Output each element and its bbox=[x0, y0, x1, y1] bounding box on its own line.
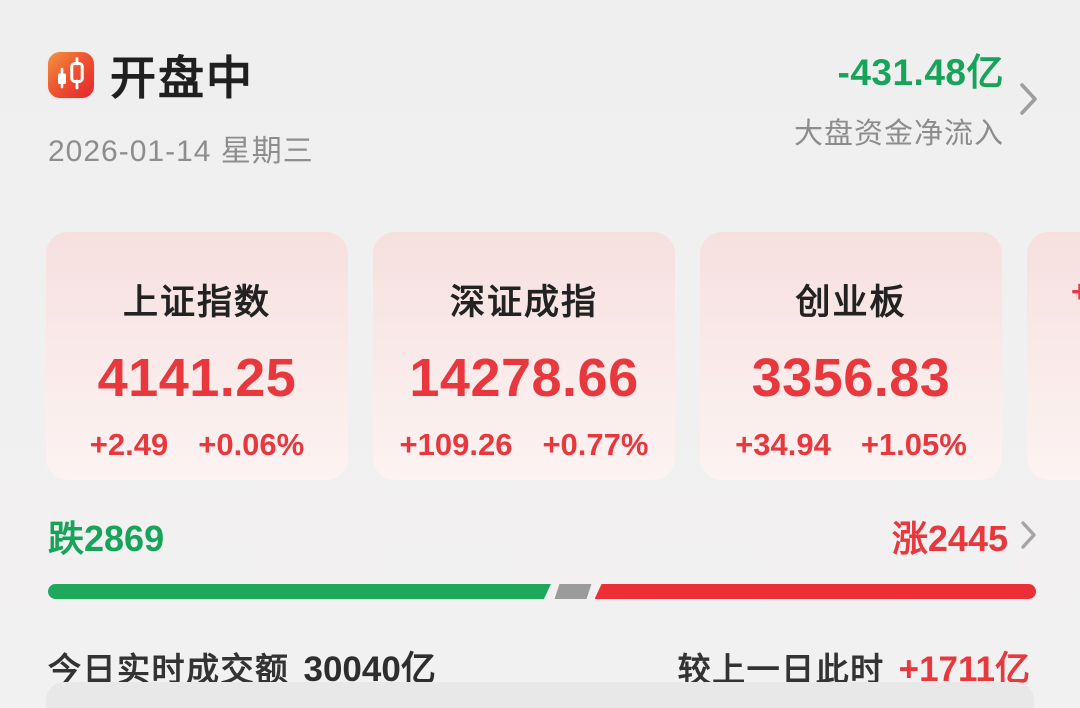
chevron-right-icon bbox=[1018, 80, 1040, 123]
date-text: 2026-01-14 星期三 bbox=[48, 135, 314, 168]
index-change: +109.26 bbox=[399, 427, 513, 462]
breadth-bar-advancers-segment bbox=[594, 584, 1037, 599]
header-left: 开盘中 2026-01-14 星期三 bbox=[48, 42, 314, 170]
index-change-pct: +1.05% bbox=[860, 427, 967, 462]
index-change-row: +109.26 +0.77% bbox=[373, 427, 675, 463]
net-inflow-block: -431.48亿 大盘资金净流入 bbox=[794, 42, 1004, 152]
decliners-count: 跌2869 bbox=[48, 518, 165, 559]
turnover-vs-label: 较上一日此时 bbox=[677, 651, 885, 688]
title-row: 开盘中 bbox=[48, 42, 314, 108]
chevron-right-icon bbox=[1020, 519, 1038, 556]
candlestick-chart-icon bbox=[48, 52, 94, 98]
index-name: 深证成指 bbox=[449, 283, 598, 322]
index-change: +2.49 bbox=[89, 427, 169, 462]
breadth-bar-decliners-segment bbox=[48, 584, 551, 599]
index-change: + bbox=[1071, 274, 1080, 310]
index-value: 3356.83 bbox=[751, 348, 951, 408]
index-card-chinext[interactable]: 创业板 3356.83 +34.94 +1.05% bbox=[700, 232, 1002, 480]
index-card-shanghai[interactable]: 上证指数 4141.25 +2.49 +0.06% bbox=[46, 232, 348, 480]
index-change-row: + bbox=[1027, 274, 1080, 310]
index-card-shenzhen[interactable]: 深证成指 14278.66 +109.26 +0.77% bbox=[373, 232, 675, 480]
index-change: +34.94 bbox=[735, 427, 831, 462]
net-inflow-label: 大盘资金净流入 bbox=[793, 118, 1004, 150]
index-card-partial[interactable]: + bbox=[1027, 232, 1080, 480]
page-title: 开盘中 bbox=[110, 52, 254, 104]
index-name: 创业板 bbox=[795, 283, 907, 322]
index-cards-row: 上证指数 4141.25 +2.49 +0.06% 深证成指 14278.66 … bbox=[46, 232, 1080, 480]
header: 开盘中 2026-01-14 星期三 -431.48亿 大盘资金净流入 bbox=[0, 42, 1080, 170]
index-value: 14278.66 bbox=[409, 348, 639, 408]
index-name: 上证指数 bbox=[122, 283, 271, 322]
advancers-count: 涨2445 bbox=[891, 518, 1008, 559]
index-value: 4141.25 bbox=[97, 348, 297, 408]
market-breadth-row[interactable]: 跌2869 涨2445 bbox=[0, 510, 1080, 562]
index-change-pct: +0.77% bbox=[542, 427, 649, 462]
breadth-bar bbox=[48, 584, 1038, 599]
index-change-row: +2.49 +0.06% bbox=[46, 427, 348, 463]
turnover-today-label: 今日实时成交额 bbox=[48, 651, 290, 688]
net-inflow-value: -431.48亿 bbox=[837, 52, 1004, 93]
breadth-bar-unchanged-segment bbox=[554, 584, 592, 599]
next-section-card bbox=[46, 682, 1034, 708]
index-change-pct: +0.06% bbox=[198, 427, 305, 462]
advancers-link[interactable]: 涨2445 bbox=[892, 510, 1038, 562]
index-change-row: +34.94 +1.05% bbox=[700, 427, 1002, 463]
net-inflow-link[interactable]: -431.48亿 大盘资金净流入 bbox=[794, 42, 1040, 152]
